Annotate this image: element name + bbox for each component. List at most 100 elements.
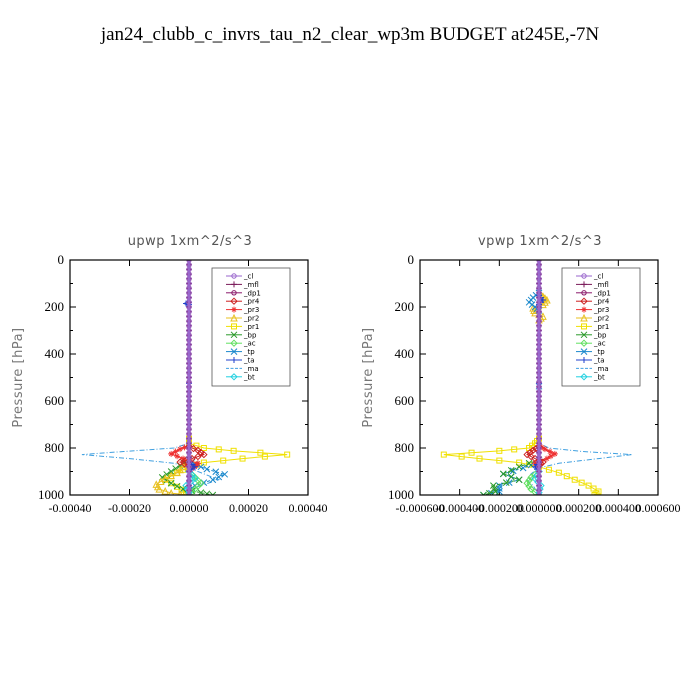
legend-marker-dp1 [231,290,237,296]
point-pr1 [200,459,207,466]
point-bp [486,489,493,495]
legend-marker-pr2 [580,313,588,322]
legend-label-pr1: _pr1 [243,323,259,331]
legend-label-pr2: _pr2 [593,315,609,323]
y-tick-label: 400 [395,346,415,361]
point-pr1 [440,451,447,458]
x-tick-label: 0.000400 [596,501,641,515]
y-tick-label: 400 [45,346,65,361]
y-tick-label: 800 [45,440,65,455]
legend-marker-bp [580,331,588,339]
point-pr3 [174,453,181,460]
point-pr3 [172,448,179,455]
point-pr3 [546,448,553,455]
x-tick-label: -0.000400 [435,501,484,515]
point-pr1 [591,492,598,495]
legend-label-pr1: _pr1 [593,323,609,331]
point-bp [499,470,507,478]
legend-marker-mfl [231,281,237,288]
x-tick-label: 0.00040 [289,501,328,515]
legend-marker-cl [231,273,237,279]
point-bp [515,476,523,484]
plot-frame-upwp [69,259,309,496]
point-pr2 [173,468,181,477]
point-pr1 [511,446,518,453]
y-axis-label-vpwp: Pressure [hPa] [361,327,376,427]
point-pr2 [161,487,170,495]
legend-marker-pr3 [581,306,587,313]
point-tp [221,470,229,478]
point-bp [502,479,510,487]
point-pr1 [168,480,175,487]
point-tp [212,468,220,476]
point-bp [167,479,175,487]
y-tick-label: 1000 [388,487,414,502]
x-tick-label: 0.00000 [170,501,209,515]
point-pr2 [176,465,184,474]
legend-label-bt: _bt [593,373,605,381]
x-tick-label: -0.00020 [108,501,151,515]
point-tp [495,482,503,489]
legend-label-tp: _tp [243,348,255,356]
legend-marker-ta [231,357,237,363]
legend-marker-bt [230,373,238,381]
legend-marker-pr4 [580,297,588,305]
point-pr1 [257,449,264,456]
legend-marker-pr3 [231,306,237,313]
plot-area-upwp: Pressure [hPa] 0 200 400 600 800 1000-0.00040 -… [11,252,328,515]
point-pr3 [168,450,175,457]
legend-label-pr4: _pr4 [593,298,610,306]
y-tick-label: 0 [408,252,415,267]
x-tick-label: -0.000200 [475,501,524,515]
point-pr1 [230,447,237,454]
point-ac [531,470,539,479]
x-tick-label: -0.000600 [396,501,445,515]
point-pr2 [167,471,175,480]
point-pr1 [476,455,483,462]
legend-box [211,267,291,387]
point-pr2 [168,489,175,495]
y-tick-label: 600 [395,393,415,408]
series-line-pr1 [443,438,600,495]
chart-panel-upwp: upwp 1xm^2/s^3 Pressure [hPa] 0 200 400 600 8… [11,234,328,515]
point-pr3 [551,450,558,457]
legend-label-pr2: _pr2 [243,315,259,323]
point-bp [173,482,181,490]
panel-title-upwp: upwp 1xm^2/s^3 [128,234,253,249]
point-bp [525,459,533,467]
point-pr1 [284,451,291,458]
legend-label-bp: _bp [243,331,257,339]
legend-marker-mfl [581,281,587,288]
y-tick-label: 1000 [38,487,64,502]
point-pr2 [177,489,183,495]
legend-label-cl: _cl [243,273,253,281]
point-tp [209,476,217,484]
legend-label-ta: _ta [593,357,605,365]
point-pr1 [555,469,562,476]
legend-marker-pr1 [581,323,587,330]
point-pr1 [545,466,552,473]
series-line-pr4 [178,446,205,467]
point-pr1 [563,473,570,480]
series-group-upwp [81,260,291,495]
y-tick-label: 200 [395,299,415,314]
legend-marker-bp [230,331,238,339]
point-pr4 [176,458,184,466]
point-pr1 [593,490,600,495]
x-tick-label: -0.00040 [49,501,92,515]
point-ac [525,482,533,490]
point-pr1 [215,446,222,453]
point-pr1 [496,457,503,464]
legend-marker-pr1 [231,323,237,330]
point-pr4 [197,448,205,457]
legend-label-ma: _ma [243,365,259,373]
point-pr4 [526,448,534,457]
point-bp [203,490,211,495]
point-ac [523,479,531,487]
y-axis-label-upwp: Pressure [hPa] [11,327,26,427]
point-pr3 [547,453,554,460]
legend-label-mfl: _mfl [593,281,609,289]
page-title: jan24_clubb_c_invrs_tau_n2_clear_wp3m BU… [100,24,600,45]
plot-frame-vpwp [419,259,659,496]
